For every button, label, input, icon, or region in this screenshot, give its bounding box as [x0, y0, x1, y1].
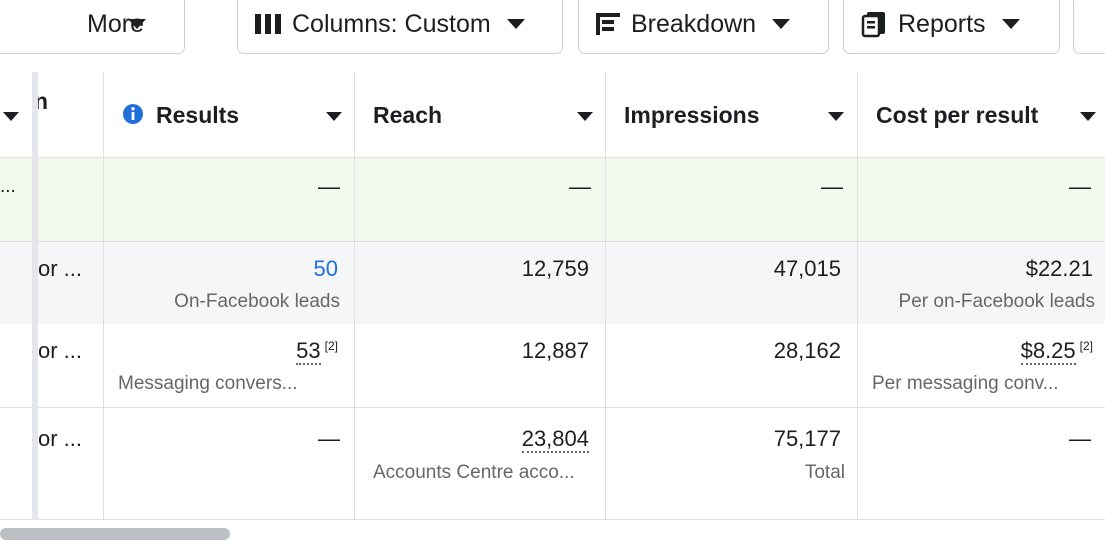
header-reach-label: Reach — [373, 102, 443, 128]
reach-value[interactable]: 23,804 — [521, 426, 589, 453]
header-results-label: Results — [156, 102, 240, 128]
columns-icon — [254, 13, 282, 35]
chevron-down-icon[interactable] — [577, 112, 593, 121]
results-footnote: [2] — [324, 338, 338, 353]
row-name-cell[interactable]: or ... — [0, 324, 104, 407]
header-impressions[interactable]: Impressions — [606, 72, 858, 158]
impressions-value: 28,162 — [773, 338, 841, 363]
chevron-down-icon[interactable] — [1080, 112, 1096, 121]
cost-footnote: [2] — [1079, 338, 1093, 353]
header-cost-label: Cost per result — [876, 102, 1039, 128]
table-row[interactable]: or ... 50 On-Facebook leads 12,759 47,01… — [0, 242, 1105, 324]
reach-subtext: Accounts Centre acco... — [373, 462, 575, 483]
row-cost-cell: $22.21 Per on-Facebook leads — [858, 242, 1105, 324]
cost-value[interactable]: $8.25 — [1020, 338, 1076, 365]
row-impressions-cell: 47,015 — [606, 242, 858, 324]
row-cost-cell: $8.25 [2] Per messaging conv... — [858, 324, 1105, 407]
cost-value-wrapper: $8.25 [2] — [1020, 338, 1093, 365]
reach-value: 12,759 — [521, 256, 589, 281]
row-results-cell: 53 [2] Messaging convers... — [104, 324, 355, 407]
summary-impressions: — — [821, 174, 843, 199]
row-reach-cell: 23,804 Accounts Centre acco... — [355, 408, 606, 519]
summary-row: ... — — — — — [0, 158, 1105, 242]
row-name[interactable]: or ... — [38, 256, 83, 281]
results-value[interactable]: 53 — [296, 338, 321, 365]
reports-button[interactable]: Reports — [843, 0, 1060, 54]
columns-button[interactable]: Columns: Custom — [237, 0, 563, 54]
summary-reach-cell: — — [355, 158, 606, 241]
toolbar: More Columns: Custom Breakdown Reports — [0, 0, 1105, 72]
summary-impressions-cell: — — [606, 158, 858, 241]
horizontal-scrollbar[interactable] — [0, 524, 1105, 545]
summary-reach: — — [569, 174, 591, 199]
frozen-column-divider — [32, 72, 38, 520]
header-results[interactable]: Results — [104, 72, 355, 158]
chevron-down-icon — [772, 19, 791, 29]
breakdown-button[interactable]: Breakdown — [578, 0, 829, 54]
row-cost-cell: — — [858, 408, 1105, 519]
row-reach-cell: 12,759 — [355, 242, 606, 324]
row-name-cell[interactable]: or ... — [0, 242, 104, 324]
more-button[interactable]: More — [0, 0, 185, 54]
breakdown-label: Breakdown — [631, 9, 757, 38]
impressions-value: 47,015 — [773, 256, 841, 281]
row-name[interactable]: or ... — [38, 338, 83, 363]
header-reach[interactable]: Reach — [355, 72, 606, 158]
reach-value: 12,887 — [521, 338, 589, 363]
toolbar-button-partial[interactable] — [1073, 0, 1105, 54]
summary-cost: — — [1069, 174, 1091, 199]
scrollbar-thumb[interactable] — [0, 528, 230, 540]
summary-cost-cell: — — [858, 158, 1105, 241]
chevron-down-icon[interactable] — [828, 112, 844, 121]
summary-results: — — [318, 174, 340, 199]
results-subtext: Messaging convers... — [118, 373, 298, 394]
cost-subtext: Per on-Facebook leads — [898, 291, 1095, 312]
summary-results-cell: — — [104, 158, 355, 241]
chevron-down-icon — [128, 19, 146, 29]
row-results-cell: 50 On-Facebook leads — [104, 242, 355, 324]
header-cost-per-result[interactable]: Cost per result — [858, 72, 1105, 158]
results-value-link[interactable]: 50 — [313, 256, 338, 281]
cost-value: $22.21 — [1025, 256, 1093, 281]
summary-name: ... — [0, 176, 16, 197]
impressions-subtext: Total — [804, 462, 845, 483]
row-impressions-cell: 75,177 Total — [606, 408, 858, 519]
reports-icon — [860, 10, 888, 38]
row-name-cell[interactable]: or ... — [0, 408, 104, 519]
results-subtext: On-Facebook leads — [174, 291, 340, 312]
chevron-down-icon — [506, 19, 525, 29]
cost-subtext: Per messaging conv... — [872, 373, 1059, 394]
row-results-cell: — — [104, 408, 355, 519]
results-value-wrapper: 53 [2] — [296, 338, 338, 365]
cost-value: — — [1069, 426, 1091, 451]
table-row[interactable]: or ... 53 [2] Messaging convers... 12,887… — [0, 324, 1105, 408]
columns-label: Columns: Custom — [292, 9, 491, 38]
row-reach-cell: 12,887 — [355, 324, 606, 407]
header-impressions-label: Impressions — [624, 102, 760, 128]
breakdown-icon — [595, 12, 621, 36]
reports-label: Reports — [898, 9, 986, 38]
chevron-down-icon — [1001, 19, 1020, 29]
info-icon[interactable] — [122, 103, 144, 125]
row-impressions-cell: 28,162 — [606, 324, 858, 407]
summary-name-cell: ... — [0, 158, 104, 241]
impressions-value: 75,177 — [773, 426, 841, 451]
results-value: — — [318, 426, 340, 451]
chevron-down-icon[interactable] — [326, 112, 342, 121]
chevron-down-icon[interactable] — [3, 112, 19, 121]
row-name[interactable]: or ... — [38, 426, 83, 451]
header-name-column[interactable]: n — [0, 72, 104, 158]
table-row[interactable]: or ... — 23,804 Accounts Centre acco... … — [0, 408, 1105, 520]
